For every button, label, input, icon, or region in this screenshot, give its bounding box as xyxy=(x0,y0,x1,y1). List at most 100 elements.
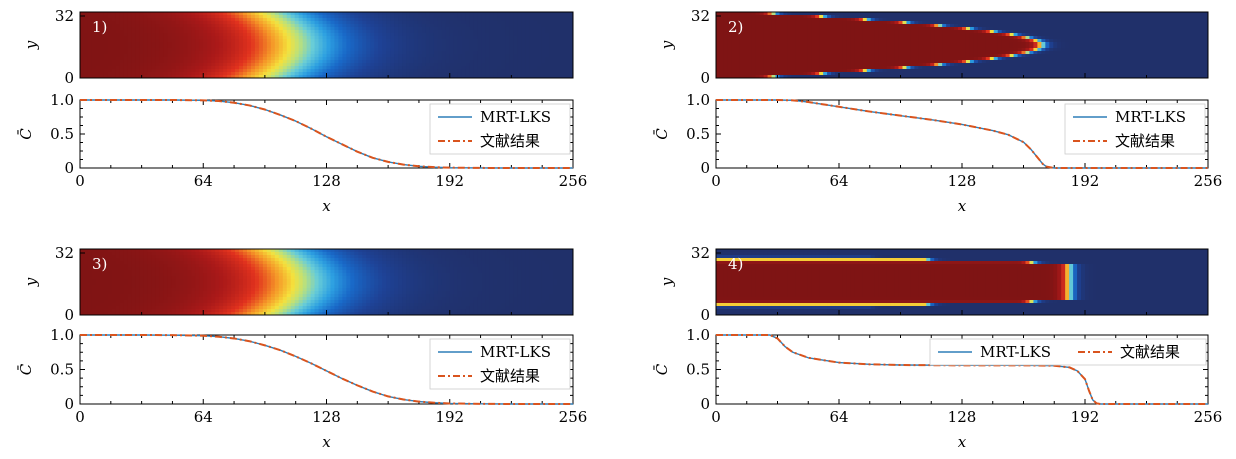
field-cell xyxy=(751,39,757,43)
field-cell xyxy=(791,45,796,49)
field-cell xyxy=(366,54,371,58)
field-cell xyxy=(235,18,240,22)
field-cell xyxy=(965,51,971,55)
field-cell xyxy=(799,33,804,37)
field-cell xyxy=(306,66,312,70)
field-cell xyxy=(286,30,292,34)
field-cell xyxy=(429,33,435,37)
field-cell xyxy=(731,39,737,43)
field-cell xyxy=(270,15,276,19)
field-cell xyxy=(1029,24,1035,28)
field-cell xyxy=(246,36,252,40)
field-cell xyxy=(250,33,256,37)
field-cell xyxy=(1077,18,1082,22)
field-cell xyxy=(1192,24,1197,28)
field-cell xyxy=(406,33,411,37)
field-cell xyxy=(537,39,542,43)
field-cell xyxy=(207,51,212,55)
field-cell xyxy=(727,63,733,67)
field-cell xyxy=(250,12,256,16)
field-cell xyxy=(322,51,328,55)
field-cell xyxy=(1033,48,1038,52)
field-cell xyxy=(846,12,852,16)
field-cell xyxy=(171,21,177,25)
field-cell xyxy=(306,51,312,55)
field-cell xyxy=(231,51,236,55)
field-cell xyxy=(1124,36,1130,40)
field-cell xyxy=(743,63,749,67)
field-cell xyxy=(557,12,562,16)
field-cell xyxy=(227,42,232,46)
field-cell xyxy=(231,36,236,40)
field-cell xyxy=(858,48,864,52)
field-cell xyxy=(386,12,391,16)
field-cell xyxy=(969,12,975,16)
field-cell xyxy=(429,39,435,43)
field-cell xyxy=(815,18,820,22)
field-cell xyxy=(195,18,200,22)
field-cell xyxy=(342,66,347,70)
field-cell xyxy=(123,39,129,43)
field-cell xyxy=(306,24,312,28)
field-cell xyxy=(183,63,188,67)
field-cell xyxy=(1013,54,1019,58)
field-cell xyxy=(1085,51,1090,55)
field-cell xyxy=(755,30,761,34)
field-cell xyxy=(111,69,117,73)
field-cell xyxy=(290,18,296,22)
field-cell xyxy=(441,15,447,19)
field-cell xyxy=(274,33,280,37)
field-cell xyxy=(1200,48,1205,52)
field-cell xyxy=(421,75,427,78)
field-cell xyxy=(1009,51,1015,55)
field-cell xyxy=(886,48,892,52)
field-cell xyxy=(338,12,344,16)
field-cell xyxy=(505,45,510,49)
field-cell xyxy=(727,33,733,37)
field-cell xyxy=(199,12,204,16)
field-cell xyxy=(159,60,165,64)
field-cell xyxy=(433,66,439,70)
field-cell xyxy=(954,54,959,58)
field-cell xyxy=(103,63,109,67)
field-cell xyxy=(545,12,550,16)
field-cell xyxy=(497,30,503,34)
field-cell xyxy=(485,27,491,31)
field-cell xyxy=(366,75,371,78)
field-cell xyxy=(433,30,439,34)
field-cell xyxy=(1077,12,1082,16)
field-cell xyxy=(954,27,959,31)
field-cell xyxy=(842,48,848,52)
field-cell xyxy=(421,54,427,58)
field-cell xyxy=(298,75,304,78)
field-cell xyxy=(882,48,888,52)
field-cell xyxy=(183,33,188,37)
field-cell xyxy=(1116,45,1122,49)
field-cell xyxy=(1176,48,1181,52)
field-cell xyxy=(914,21,919,25)
field-cell xyxy=(1005,33,1011,37)
field-cell xyxy=(322,42,328,46)
field-cell xyxy=(1077,54,1082,58)
field-cell xyxy=(1029,42,1035,46)
field-cell xyxy=(1049,18,1054,22)
field-cell xyxy=(533,33,538,37)
field-cell xyxy=(1180,33,1185,37)
field-cell xyxy=(406,18,411,22)
field-cell xyxy=(1180,12,1185,16)
field-cell xyxy=(302,57,308,61)
field-cell xyxy=(370,54,375,58)
field-cell xyxy=(1017,51,1023,55)
field-cell xyxy=(783,27,789,31)
field-cell xyxy=(1108,42,1114,46)
field-cell xyxy=(1160,21,1165,25)
field-cell xyxy=(1176,60,1181,64)
field-cell xyxy=(938,51,943,55)
field-cell xyxy=(270,21,276,25)
field-cell xyxy=(815,24,820,28)
field-cell xyxy=(505,42,510,46)
field-cell xyxy=(1005,57,1011,61)
field-cell xyxy=(262,42,268,46)
field-cell xyxy=(382,51,387,55)
field-cell xyxy=(489,18,495,22)
